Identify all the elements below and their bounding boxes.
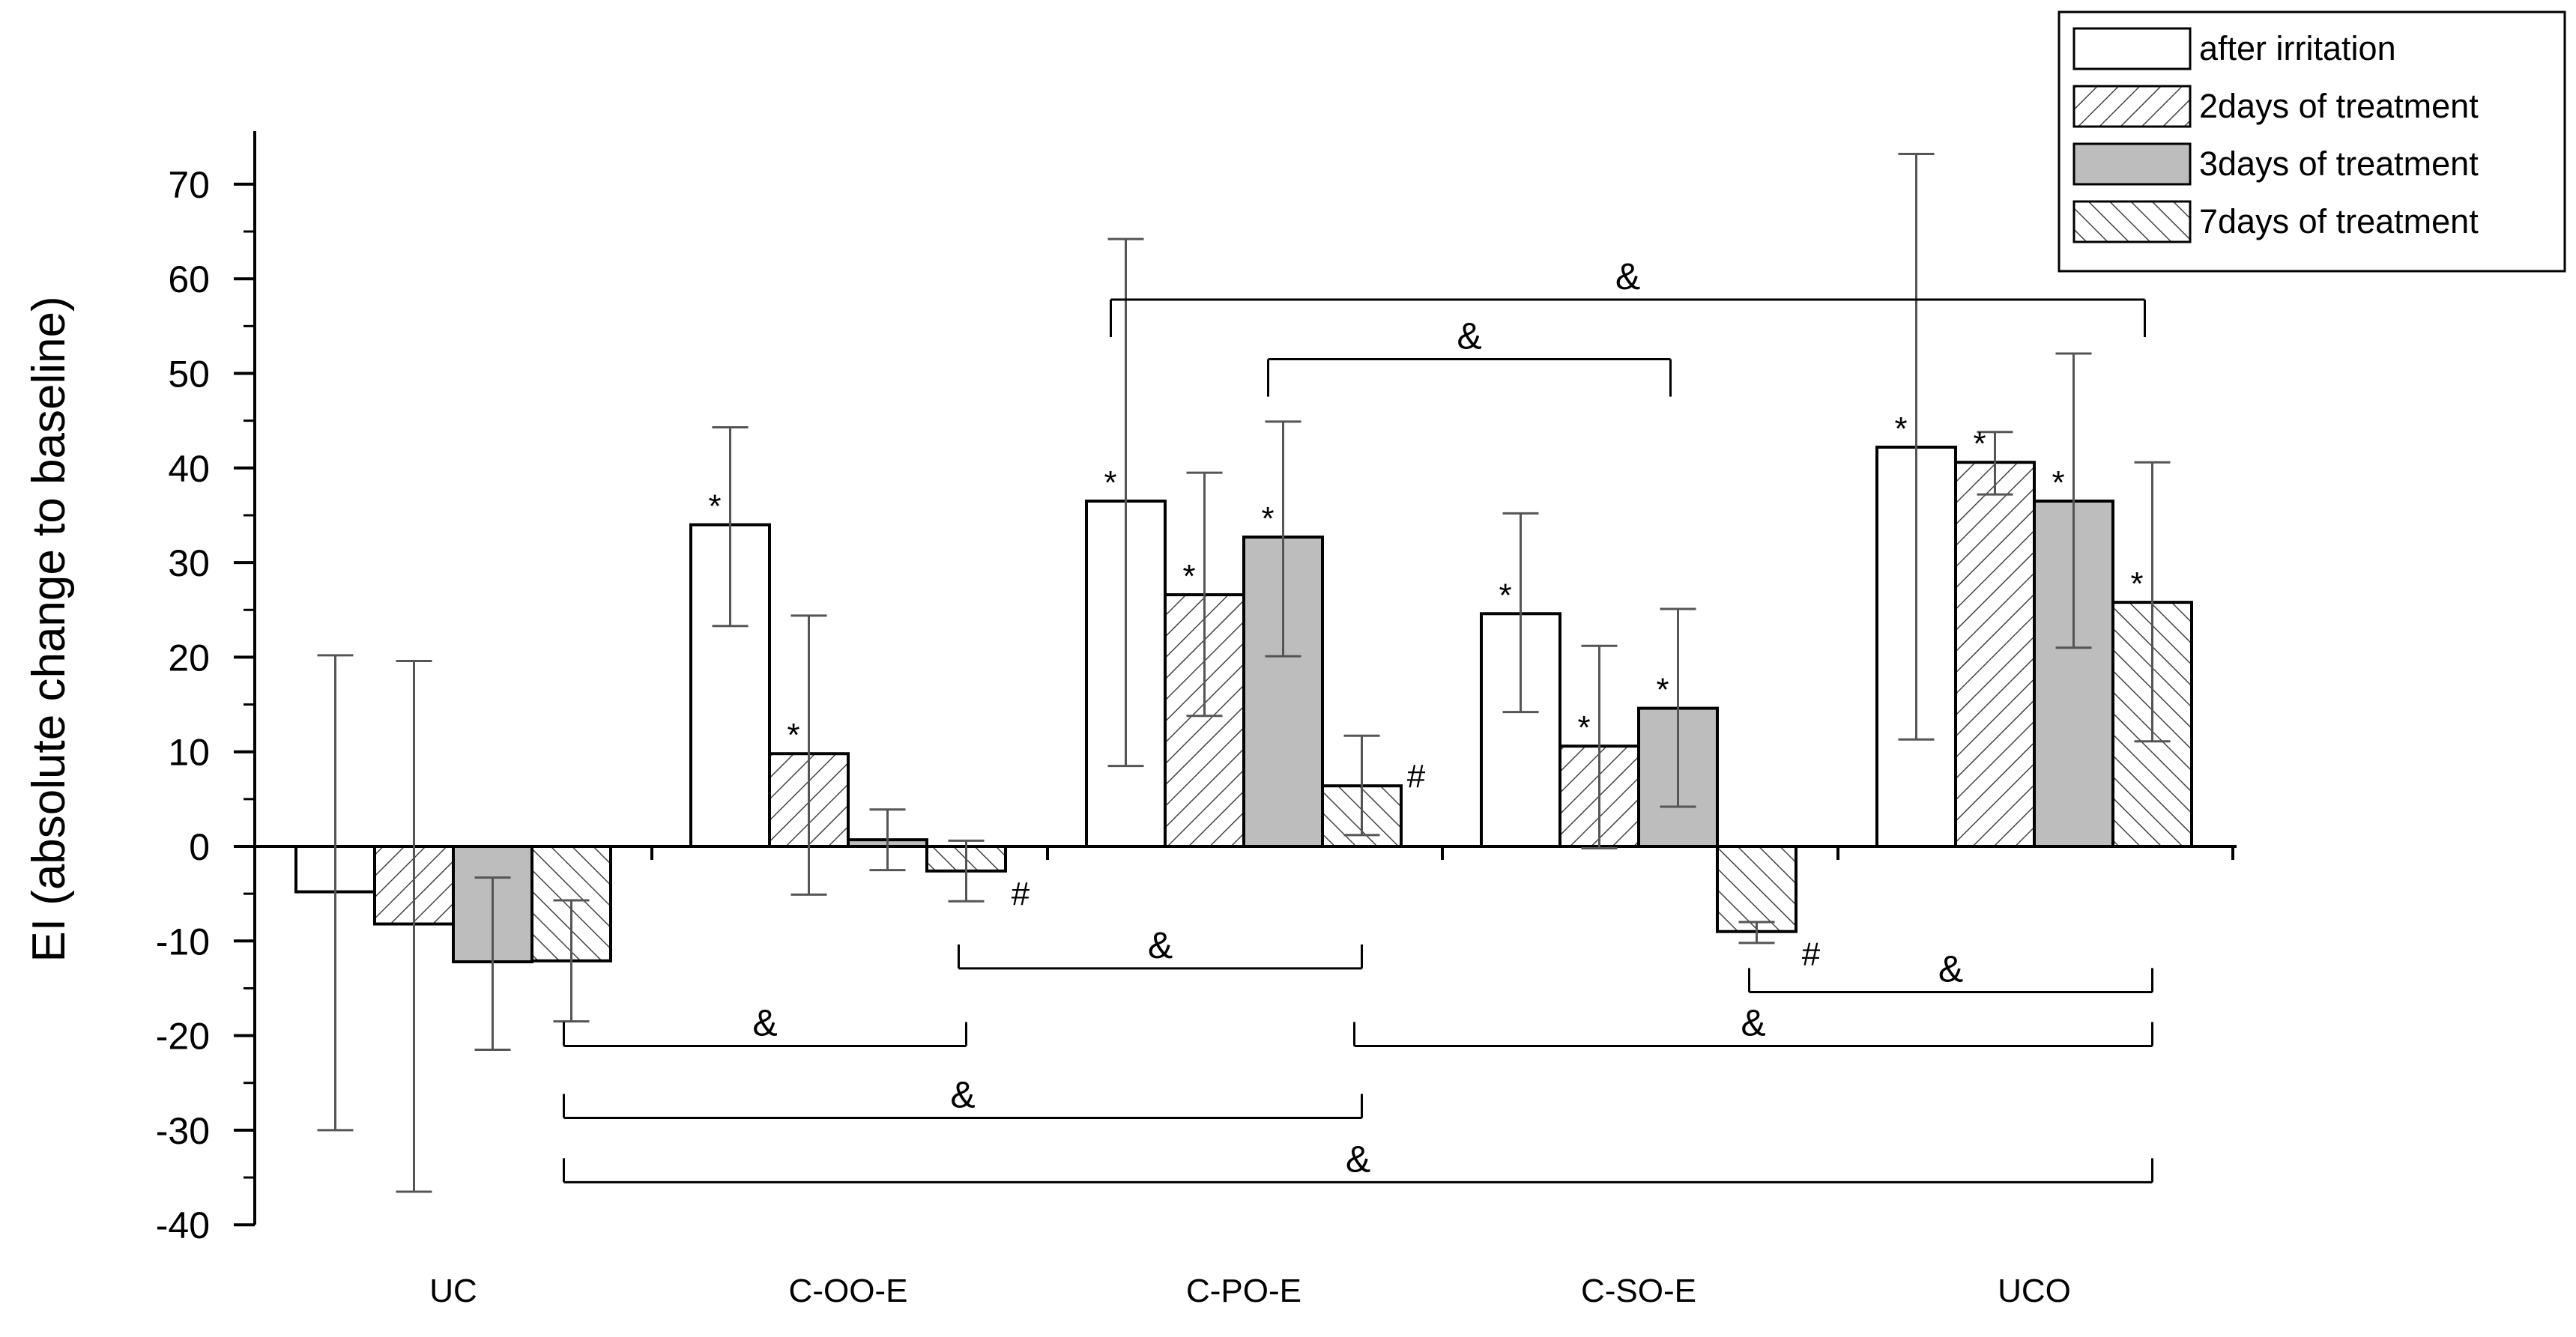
error-bar-c-so-e-after-irritation <box>1502 512 1539 714</box>
y-tick-label: -40 <box>156 1204 210 1246</box>
error-bars <box>317 152 2171 1193</box>
y-tick-label: -10 <box>156 921 210 962</box>
bracket-label: & <box>1457 315 1481 357</box>
error-bar-c-po-e-2days-of-treatment <box>1186 471 1223 718</box>
error-bar-uco-after-irritation <box>1898 152 1935 741</box>
significance-mark-star: * <box>708 488 721 525</box>
error-bar-uco-7days-of-treatment <box>2134 461 2171 743</box>
significance-mark-star: * <box>1499 577 1511 613</box>
significance-mark-hash: # <box>1407 758 1426 795</box>
error-bar-c-so-e-3days-of-treatment <box>1660 607 1696 808</box>
significance-mark-hash: # <box>1802 936 1821 973</box>
significance-brackets: & & & & & & & & <box>563 255 2153 1183</box>
bracket-label: & <box>1346 1138 1370 1180</box>
error-bar-uco-3days-of-treatment <box>2055 352 2092 649</box>
legend-label-7days-of-treatment: 7days of treatment <box>2199 202 2479 240</box>
category-labels: UC C-OO-E C-PO-E C-SO-E UCO <box>429 1273 2071 1309</box>
significance-bracket: & <box>563 1073 1363 1119</box>
significance-mark-star: * <box>2052 464 2064 501</box>
category-label-c-oo-e: C-OO-E <box>789 1273 908 1309</box>
significance-mark-star: * <box>1973 425 1986 462</box>
legend-label-3days-of-treatment: 3days of treatment <box>2199 145 2479 183</box>
significance-marks: * * * * * * * * * * * # # # * <box>708 410 2143 973</box>
y-tick-label: -30 <box>156 1110 210 1152</box>
bracket-label: & <box>1741 1001 1765 1043</box>
error-bar-c-so-e-2days-of-treatment <box>1581 644 1618 850</box>
significance-bracket: & <box>958 924 1363 970</box>
significance-mark-star: * <box>1182 558 1195 595</box>
significance-mark-star: * <box>2130 566 2143 602</box>
bar-uco-2days-of-treatment <box>1954 461 2036 848</box>
significance-mark-hash: # <box>1012 876 1030 912</box>
error-bar-uc-2days-of-treatment <box>396 659 432 1193</box>
error-bar-c-po-e-after-irritation <box>1107 237 1144 768</box>
significance-bracket: & <box>563 1001 967 1047</box>
legend-swatch-3days-of-treatment <box>2072 142 2192 186</box>
y-tick-label: 40 <box>168 448 210 490</box>
y-tick-label: 70 <box>168 164 210 206</box>
error-bar-c-oo-e-after-irritation <box>712 425 749 628</box>
bracket-label: & <box>1938 948 1963 990</box>
bracket-label: & <box>1148 924 1173 966</box>
significance-mark-star: * <box>1577 709 1590 746</box>
y-axis-label: EI (absolute change to baseline) <box>23 296 75 962</box>
y-ticks: 70 60 50 40 30 20 10 0 -10 -20 -30 -40 <box>156 164 255 1246</box>
category-label-c-so-e: C-SO-E <box>1581 1273 1696 1309</box>
legend-swatch-7days-of-treatment <box>2072 200 2192 243</box>
bracket-label: & <box>1615 255 1640 297</box>
significance-bracket: & <box>1110 255 2146 337</box>
error-bar-c-so-e-7days-of-treatment <box>1738 921 1775 945</box>
significance-mark-star: * <box>1261 500 1274 537</box>
legend-swatch-after-irritation <box>2072 27 2192 70</box>
legend-label-after-irritation: after irritation <box>2199 29 2396 67</box>
significance-bracket: & <box>563 1138 2153 1183</box>
y-tick-label: 10 <box>168 732 210 774</box>
significance-mark-star: * <box>1104 464 1116 501</box>
significance-mark-star: * <box>1656 672 1669 709</box>
y-tick-label: 20 <box>168 637 210 679</box>
y-tick-label: 60 <box>168 258 210 300</box>
legend-label-2days-of-treatment: 2days of treatment <box>2199 87 2479 125</box>
category-label-c-po-e: C-PO-E <box>1186 1273 1301 1309</box>
bracket-label: & <box>752 1001 777 1043</box>
bar-c-so-e-7days-of-treatment <box>1716 845 1798 933</box>
error-bar-uc-after-irritation <box>317 654 354 1132</box>
significance-bracket: & <box>1353 1001 2153 1047</box>
legend: after irritation 2days of treatment 3days … <box>2058 10 2566 273</box>
y-tick-label: 0 <box>189 826 210 868</box>
significance-mark-star: * <box>1894 410 1907 447</box>
significance-mark-star: * <box>787 717 799 754</box>
error-bar-uc-3days-of-treatment <box>474 876 511 1052</box>
y-tick-label: 30 <box>168 542 210 584</box>
error-bar-uc-7days-of-treatment <box>553 899 590 1023</box>
error-bar-c-po-e-3days-of-treatment <box>1265 420 1301 658</box>
bars <box>294 446 2193 964</box>
x-ticks <box>650 846 2234 860</box>
y-tick-label: 50 <box>168 354 210 395</box>
y-tick-label: -20 <box>156 1016 210 1058</box>
bracket-label: & <box>950 1073 975 1115</box>
error-bar-uco-2days-of-treatment <box>1977 431 2013 496</box>
error-bar-c-oo-e-3days-of-treatment <box>869 808 906 872</box>
error-bar-c-oo-e-2days-of-treatment <box>790 614 827 896</box>
category-label-uco: UCO <box>1998 1273 2071 1309</box>
significance-bracket: & <box>1748 948 2153 994</box>
error-bar-c-oo-e-7days-of-treatment <box>948 839 985 903</box>
category-label-uc: UC <box>429 1273 477 1309</box>
legend-swatch-2days-of-treatment <box>2072 85 2192 128</box>
significance-bracket: & <box>1267 315 1672 397</box>
error-bar-c-po-e-7days-of-treatment <box>1343 734 1380 837</box>
